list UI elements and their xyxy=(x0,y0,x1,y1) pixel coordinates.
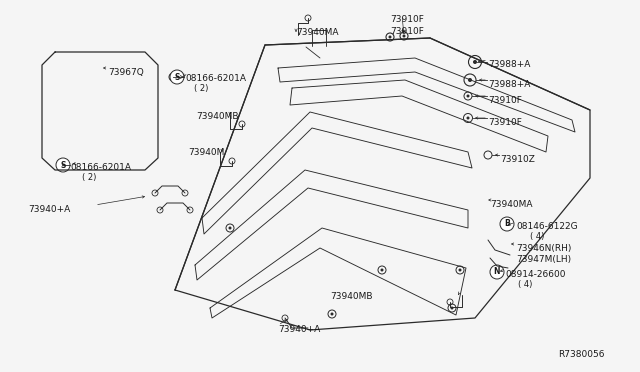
Text: R7380056: R7380056 xyxy=(558,350,605,359)
Text: 08146-6122G: 08146-6122G xyxy=(516,222,578,231)
Circle shape xyxy=(458,269,461,272)
Text: ( 4): ( 4) xyxy=(518,280,532,289)
Text: 08166-6201A: 08166-6201A xyxy=(185,74,246,83)
Text: 08914-26600: 08914-26600 xyxy=(505,270,566,279)
Text: 73946N(RH): 73946N(RH) xyxy=(516,244,572,253)
Circle shape xyxy=(330,312,333,315)
Text: 73947M(LH): 73947M(LH) xyxy=(516,255,571,264)
Text: S: S xyxy=(174,73,180,81)
Text: 73910F: 73910F xyxy=(488,118,522,127)
Text: 73940MB: 73940MB xyxy=(196,112,239,121)
Circle shape xyxy=(228,227,232,230)
Circle shape xyxy=(172,76,175,78)
Text: 73940+A: 73940+A xyxy=(278,325,320,334)
Text: ( 2): ( 2) xyxy=(194,84,209,93)
Text: ( 2): ( 2) xyxy=(82,173,97,182)
Text: 73940MB: 73940MB xyxy=(330,292,372,301)
Text: S: S xyxy=(60,160,66,170)
Text: 73910F: 73910F xyxy=(390,27,424,36)
Text: B: B xyxy=(504,219,510,228)
Circle shape xyxy=(473,60,477,64)
Circle shape xyxy=(468,78,472,82)
Text: 08166-6201A: 08166-6201A xyxy=(70,163,131,172)
Circle shape xyxy=(500,217,514,231)
Text: 73940MA: 73940MA xyxy=(296,28,339,37)
Text: ( 4): ( 4) xyxy=(530,232,545,241)
Text: 73967Q: 73967Q xyxy=(108,68,144,77)
Text: 73910Z: 73910Z xyxy=(500,155,535,164)
Text: 73910F: 73910F xyxy=(488,96,522,105)
Circle shape xyxy=(467,116,470,119)
Text: 73988+A: 73988+A xyxy=(488,80,531,89)
Circle shape xyxy=(381,269,383,272)
Circle shape xyxy=(467,94,470,97)
Circle shape xyxy=(490,265,504,279)
Circle shape xyxy=(451,307,454,310)
Circle shape xyxy=(504,222,506,225)
Text: 73940MA: 73940MA xyxy=(490,200,532,209)
Text: N: N xyxy=(493,267,500,276)
Circle shape xyxy=(170,70,184,84)
Circle shape xyxy=(493,270,497,273)
Circle shape xyxy=(61,164,63,167)
Text: 73940+A: 73940+A xyxy=(28,205,70,214)
Text: 73940M: 73940M xyxy=(188,148,225,157)
Text: 73910F: 73910F xyxy=(390,15,424,24)
Text: 73988+A: 73988+A xyxy=(488,60,531,69)
Circle shape xyxy=(56,158,70,172)
Circle shape xyxy=(388,35,392,38)
Circle shape xyxy=(403,35,406,38)
